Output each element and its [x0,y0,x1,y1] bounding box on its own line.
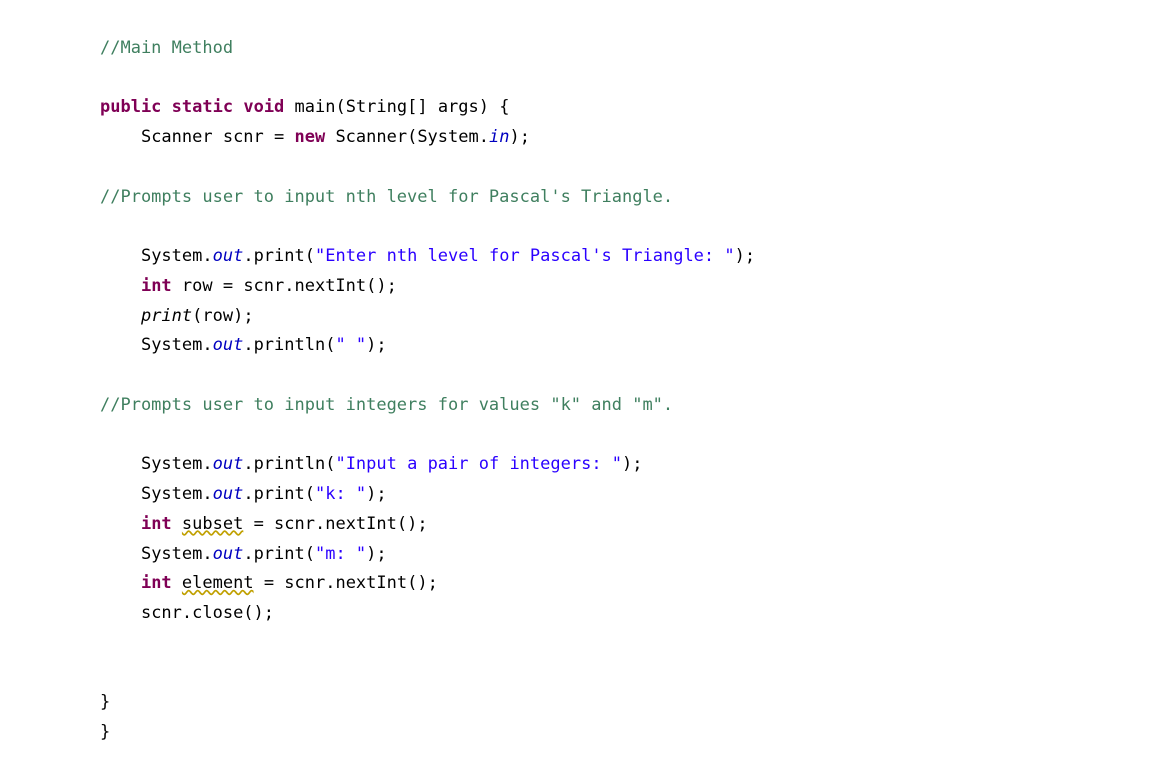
keyword-public: public [100,97,161,117]
keyword-new: new [294,127,325,147]
comment-line: //Prompts user to input nth level for Pa… [100,187,673,207]
static-field-out: out [213,335,244,355]
comment-line: //Prompts user to input integers for val… [100,395,673,415]
comment-line: //Main Method [100,38,233,58]
closing-brace: } [100,692,110,712]
keyword-static: static [172,97,233,117]
string-literal: "k: " [315,484,366,504]
closing-brace: } [100,722,110,742]
string-literal: "Enter nth level for Pascal's Triangle: … [315,246,735,266]
string-literal: "Input a pair of integers: " [335,454,622,474]
string-literal: "m: " [315,544,366,564]
keyword-int: int [141,573,172,593]
unused-var-subset: subset [182,514,243,534]
scnr-close: scnr.close(); [141,603,274,623]
static-field-out: out [213,484,244,504]
method-signature: main(String[] args) { [284,97,509,117]
unused-var-element: element [182,573,254,593]
row-decl: row = scnr.nextInt(); [172,276,397,296]
print-call: print [141,306,192,326]
static-field-out: out [213,544,244,564]
static-field-out: out [213,246,244,266]
string-literal: " " [335,335,366,355]
static-field-out: out [213,454,244,474]
static-field-in: in [489,127,509,147]
keyword-void: void [243,97,284,117]
keyword-int: int [141,276,172,296]
keyword-int: int [141,514,172,534]
code-block: //Main Method public static void main(St… [0,0,1152,748]
scanner-decl: Scanner scnr = [141,127,295,147]
